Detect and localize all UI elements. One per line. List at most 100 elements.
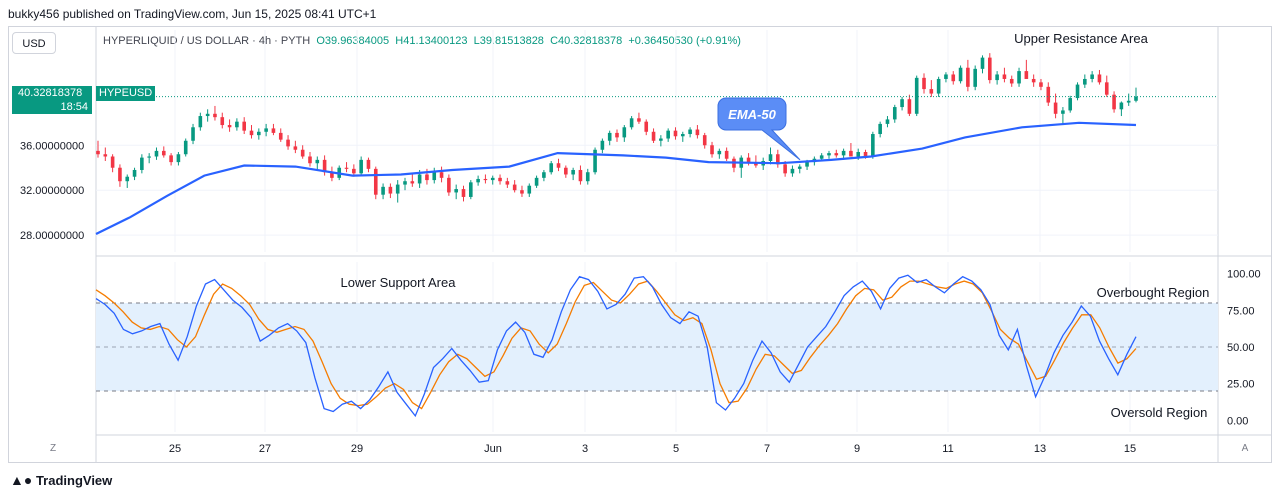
candle-body (659, 138, 663, 141)
candle-body (461, 189, 466, 197)
price-tick-label: 32.00000000 (20, 185, 84, 197)
time-tick-label: 13 (1034, 443, 1046, 455)
candle-body (615, 132, 619, 138)
candle-body (213, 113, 217, 118)
candle-body (154, 150, 159, 157)
candle-body (278, 132, 283, 140)
candle-body (549, 163, 554, 173)
time-tick-label: 9 (854, 443, 860, 455)
candle-body (900, 99, 904, 108)
candle-body (746, 157, 751, 163)
symbol-tag: HYPEUSD (96, 86, 156, 101)
price-tick-label: 36.00000000 (20, 140, 84, 152)
candle-body (871, 134, 875, 157)
candle-body (629, 118, 634, 128)
candle-body (352, 168, 356, 174)
candle-body (439, 172, 444, 178)
candle-body (1075, 84, 1080, 99)
time-tick-label: 29 (351, 443, 363, 455)
candle-body (914, 77, 919, 114)
time-tick-label: 15 (1124, 443, 1136, 455)
candle-body (1061, 110, 1065, 114)
lower-support-label: Lower Support Area (341, 275, 457, 290)
candle-body (1039, 82, 1043, 87)
candle-body (593, 149, 597, 173)
candle-body (651, 131, 656, 141)
upper-resistance-label: Upper Resistance Area (1014, 31, 1148, 46)
oversold-region-label: Oversold Region (1111, 405, 1208, 420)
candle-body (922, 77, 926, 90)
candle-body (600, 140, 605, 150)
time-tick-label: 5 (673, 443, 679, 455)
stoch-k-line (95, 274, 1137, 418)
candle-body (454, 189, 458, 193)
ema-callout-bubble (717, 97, 801, 161)
candle-body (191, 127, 195, 141)
candle-body (958, 67, 963, 82)
candle-body (242, 121, 246, 131)
candle-body (841, 150, 846, 156)
candle-body (264, 128, 268, 132)
candle-body (176, 154, 181, 163)
candle-body (995, 74, 999, 81)
candle-body (849, 150, 853, 157)
candle-body (322, 159, 327, 173)
candle-body (622, 127, 627, 138)
time-tick-label: Jun (484, 443, 502, 455)
candle-body (96, 150, 100, 155)
candle-body (564, 167, 568, 175)
candle-body (476, 178, 480, 183)
candle-body (980, 57, 985, 69)
candle-body (410, 181, 415, 184)
candle-body (966, 67, 970, 87)
currency-button[interactable]: USD (12, 32, 56, 54)
candle-body (183, 140, 188, 155)
candle-body (315, 159, 320, 164)
candle-body (161, 150, 166, 156)
candle-body (1046, 86, 1051, 103)
candle-body (395, 184, 400, 194)
candle-body (724, 150, 729, 159)
candle-body (1126, 100, 1131, 103)
candle-body (607, 132, 612, 141)
candle-body (140, 157, 144, 170)
candle-body (878, 123, 882, 135)
candle-body (929, 89, 934, 94)
candle-body (469, 182, 473, 197)
oscillator-tick-label: 0.00 (1227, 415, 1248, 427)
candle-body (1097, 74, 1102, 83)
candle-body (1009, 78, 1014, 84)
candle-body (227, 125, 232, 128)
candle-body (571, 169, 575, 175)
candle-body (702, 135, 707, 146)
last-price: 40.32818378 (18, 87, 83, 99)
close-value: C40.32818378 (550, 35, 623, 47)
candle-body (110, 156, 115, 168)
candle-body (776, 154, 780, 165)
candle-body (1068, 98, 1073, 111)
candle-body (790, 168, 795, 174)
open-value: O39.96384005 (316, 35, 390, 47)
oscillator-tick-label: 100.00 (1227, 269, 1261, 281)
candle-body (205, 113, 210, 117)
tv-logo-icon: ▲● (10, 472, 33, 488)
candle-body (1053, 102, 1058, 114)
symbol-name: HYPERLIQUID / US DOLLAR · 4h · PYTH (103, 35, 311, 47)
candle-body (169, 155, 173, 163)
candle-body (286, 139, 290, 147)
auto-scale-button[interactable]: A (1241, 443, 1249, 454)
time-tick-label: 11 (942, 443, 953, 455)
candle-body (330, 172, 334, 178)
candle-body (805, 162, 809, 167)
candle-body (125, 176, 130, 182)
candle-body (1112, 94, 1116, 110)
candle-body (1090, 74, 1094, 79)
candle-body (907, 99, 912, 114)
time-zone-button[interactable]: Z (49, 443, 57, 454)
candle-body (834, 153, 839, 156)
candle-body (505, 181, 510, 185)
candle-body (936, 78, 941, 94)
candle-body (344, 167, 349, 169)
candle-body (381, 186, 385, 195)
candle-body (257, 131, 261, 136)
